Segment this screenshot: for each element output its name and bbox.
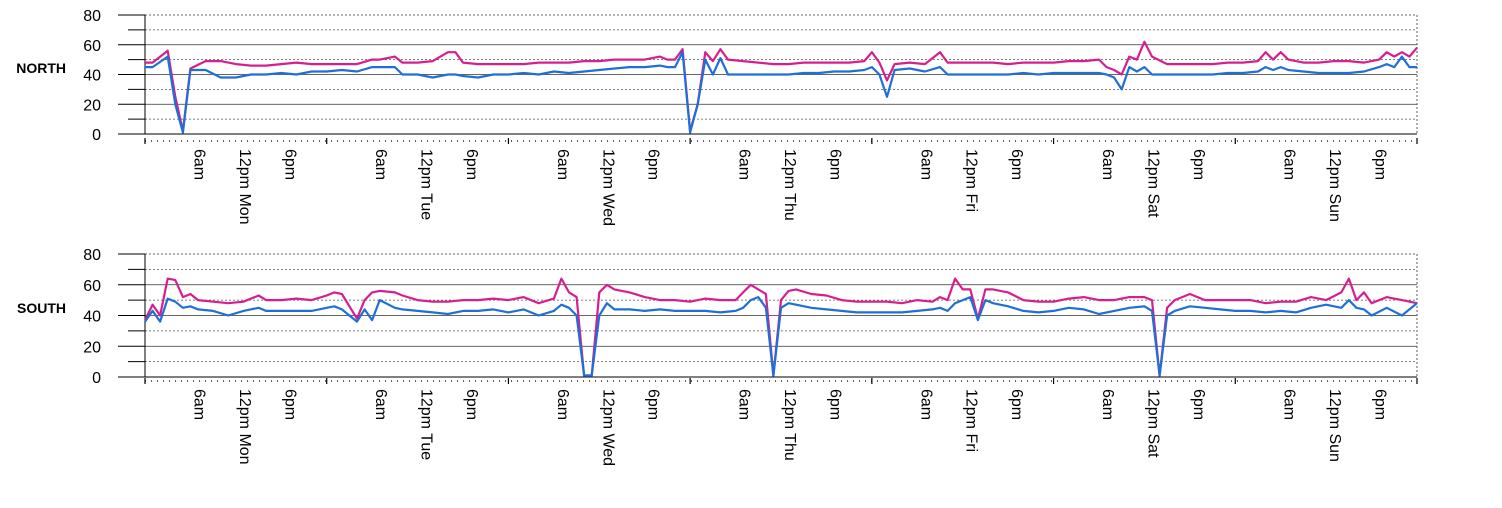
panel-label: NORTH xyxy=(16,60,66,76)
x-tick-label: 6am xyxy=(372,149,389,180)
x-tick-label: 6am xyxy=(554,149,571,180)
x-tick-label: 6am xyxy=(554,389,571,420)
x-tick-label: 12pm Fri xyxy=(963,389,980,452)
x-tick-label: 6am xyxy=(917,389,934,420)
x-tick-label: 6am xyxy=(1099,389,1116,420)
series-line xyxy=(144,296,1418,377)
x-tick-label: 6pm xyxy=(645,389,662,420)
y-tick-label: 80 xyxy=(83,247,101,264)
y-tick-label: 20 xyxy=(83,97,101,114)
x-tick-label: 12pm Mon xyxy=(236,389,253,465)
x-tick-label: 6pm xyxy=(1190,149,1207,180)
x-tick-label: 6pm xyxy=(645,149,662,180)
x-tick-label: 12pm Wed xyxy=(599,389,616,466)
y-tick-label: 40 xyxy=(83,68,101,85)
x-tick-label: 6pm xyxy=(1190,389,1207,420)
y-tick-label: 60 xyxy=(83,278,101,295)
x-tick-label: 12pm Sun xyxy=(1326,389,1343,462)
y-tick-label: 40 xyxy=(83,309,101,326)
x-tick-label: 12pm Thu xyxy=(781,149,798,221)
x-tick-label: 12pm Mon xyxy=(236,149,253,225)
x-tick-label: 6pm xyxy=(463,149,480,180)
x-tick-label: 6am xyxy=(736,389,753,420)
x-tick-label: 12pm Tue xyxy=(418,149,435,220)
x-tick-label: 12pm Sat xyxy=(1144,149,1161,218)
x-tick-label: 6am xyxy=(372,389,389,420)
series-line xyxy=(145,40,1418,133)
x-tick-label: 12pm Thu xyxy=(781,389,798,461)
panel-label: SOUTH xyxy=(17,300,66,316)
x-tick-label: 6pm xyxy=(281,389,298,420)
x-tick-label: 6pm xyxy=(1008,149,1025,180)
x-tick-label: 6pm xyxy=(1372,149,1389,180)
x-tick-label: 12pm Wed xyxy=(599,149,616,226)
x-tick-label: 6am xyxy=(1099,149,1116,180)
x-tick-label: 6am xyxy=(1281,389,1298,420)
y-tick-label: 80 xyxy=(83,8,101,25)
series-line xyxy=(145,51,1417,134)
x-tick-label: 6am xyxy=(190,389,207,420)
y-tick-label: 20 xyxy=(83,339,101,356)
x-tick-label: 6pm xyxy=(463,389,480,420)
x-tick-label: 6am xyxy=(736,149,753,180)
series-line xyxy=(144,277,1418,377)
y-tick-label: 0 xyxy=(92,370,101,387)
x-tick-label: 12pm Sat xyxy=(1144,389,1161,458)
y-tick-label: 60 xyxy=(83,38,101,55)
y-tick-label: 0 xyxy=(92,127,101,144)
x-tick-label: 12pm Fri xyxy=(963,149,980,212)
x-tick-label: 12pm Tue xyxy=(418,389,435,460)
x-tick-label: 6am xyxy=(1281,149,1298,180)
x-tick-label: 6pm xyxy=(1008,389,1025,420)
x-tick-label: 6am xyxy=(190,149,207,180)
x-tick-label: 6pm xyxy=(826,149,843,180)
x-tick-label: 6pm xyxy=(826,389,843,420)
x-tick-label: 6pm xyxy=(1372,389,1389,420)
x-tick-label: 6pm xyxy=(281,149,298,180)
x-tick-label: 12pm Sun xyxy=(1326,149,1343,222)
x-tick-label: 6am xyxy=(917,149,934,180)
